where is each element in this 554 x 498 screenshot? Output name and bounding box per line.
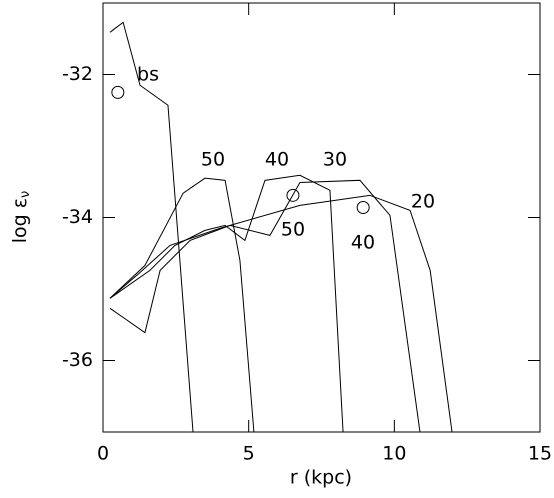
- series-label: 50: [201, 149, 225, 171]
- marker: [286, 188, 300, 202]
- y-tick-label: -32: [62, 63, 93, 85]
- x-tick-label: 0: [97, 443, 109, 465]
- marker: [111, 85, 125, 99]
- series-line: [109, 194, 453, 432]
- plot-frame: [102, 2, 541, 433]
- x-axis-title: r (kpc): [290, 467, 352, 489]
- x-tick-label: 10: [382, 443, 406, 465]
- marker: [356, 200, 370, 214]
- y-axis-title-main: log εν: [9, 191, 33, 244]
- annotation: 40: [351, 232, 375, 254]
- y-axis-title-sub: ν: [18, 191, 33, 198]
- series-line: [109, 177, 255, 432]
- y-axis-title: log εν: [9, 191, 33, 244]
- series-label: 20: [411, 191, 435, 213]
- series-label: 30: [323, 149, 347, 171]
- x-tick-label: 5: [243, 443, 255, 465]
- y-axis-title-text: log ε: [9, 198, 31, 243]
- series-label: 40: [265, 149, 289, 171]
- series-label: bs: [137, 64, 159, 86]
- series-line: [109, 174, 344, 432]
- series-line: [109, 21, 194, 432]
- x-tick-label: 15: [528, 443, 552, 465]
- annotation: 50: [281, 219, 305, 241]
- series-line: [109, 179, 421, 432]
- y-tick-label: -34: [62, 206, 93, 228]
- y-tick-label: -36: [62, 349, 93, 371]
